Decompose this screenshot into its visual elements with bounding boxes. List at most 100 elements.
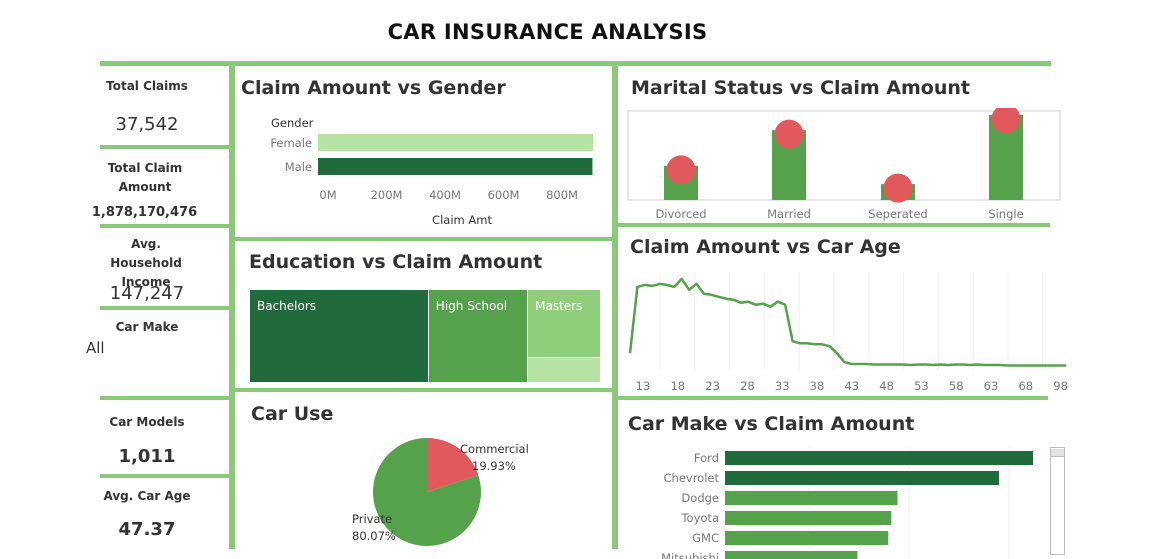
marital-chart-title: Marital Status vs Claim Amount [631, 77, 970, 99]
gender-category-label: Female [270, 136, 312, 150]
kpi-divider-2 [100, 224, 229, 228]
gender-x-tick: 800M [546, 188, 578, 202]
right-divider-1 [618, 223, 1050, 227]
car-models-value: 1,011 [118, 446, 176, 467]
right-col-left-divider [615, 66, 618, 549]
carage-x-tick: 58 [949, 379, 964, 393]
gender-bar-female [318, 134, 593, 151]
carmake-bar-dodge [725, 491, 898, 505]
pie-slice-commercial [427, 438, 479, 492]
pie-percent-private: 80.07% [352, 529, 396, 543]
pie-label-private: Private [352, 512, 392, 526]
marital-point-divorced [666, 155, 696, 185]
carmake-bar-gmc [725, 531, 889, 545]
carage-x-tick: 53 [914, 379, 929, 393]
carmake-chart: Ford Chevrolet Dodge Toyota GMC Mitsubishi [661, 447, 1033, 559]
carmake-chart-title: Car Make vs Claim Amount [628, 413, 915, 435]
carage-x-tick: 68 [1018, 379, 1033, 393]
avg-car-age-value: 47.37 [118, 519, 176, 540]
carmake-scrollbar-thumb[interactable] [1051, 449, 1064, 457]
education-tile-bachelors [250, 290, 428, 382]
carage-x-tick: 38 [810, 379, 825, 393]
gender-category-label: Male [285, 160, 312, 174]
gender-x-tick: 200M [371, 188, 403, 202]
carmake-category-label: GMC [692, 531, 719, 545]
education-tile-label: High School [435, 299, 508, 313]
pie-percent-commercial: 19.93% [472, 459, 516, 473]
carage-x-tick: 18 [670, 379, 685, 393]
kpi-divider-3 [100, 306, 229, 310]
carage-x-tick: 13 [636, 379, 651, 393]
marital-category-label: Married [767, 207, 811, 221]
dashboard-title: CAR INSURANCE ANALYSIS [387, 20, 708, 44]
marital-point-seperated [883, 173, 913, 203]
kpi-divider-1 [100, 145, 229, 149]
carmake-category-label: Dodge [681, 491, 719, 505]
marital-category-label: Divorced [655, 207, 706, 221]
marital-point-married [774, 119, 804, 149]
education-tile-label: Masters [535, 299, 583, 313]
carmake-category-label: Chevrolet [664, 471, 720, 485]
marital-plot-frame [627, 110, 1061, 201]
mid-col-left-divider [232, 66, 235, 549]
carmake-bar-ford [725, 451, 1033, 465]
total-claim-amount-label: Total Claim Amount [107, 161, 183, 194]
carmake-scrollbar[interactable] [1050, 447, 1065, 555]
carmake-category-label: Ford [694, 451, 719, 465]
marital-chart: Divorced Married Seperated Single [627, 108, 1061, 221]
mid-col-right-divider [612, 66, 615, 549]
carmake-category-label: Mitsubishi [661, 551, 719, 559]
education-chart-title: Education vs Claim Amount [249, 251, 543, 273]
avg-household-income-value: 147,247 [109, 283, 185, 304]
mid-divider-2 [235, 388, 612, 392]
gender-bar-male [318, 158, 593, 175]
avg-household-income-label: Avg. Household Income [110, 237, 182, 289]
pie-slice-private [372, 438, 481, 546]
education-treemap: Bachelors High School Masters [250, 290, 601, 383]
gender-x-tick: 0M [319, 188, 336, 202]
education-tile-label: Bachelors [257, 299, 317, 313]
total-claim-amount-value: 1,878,170,476 [91, 205, 198, 220]
gender-chart-title: Claim Amount vs Gender [241, 77, 506, 99]
marital-category-label: Seperated [868, 207, 927, 221]
education-tile-high-school [428, 290, 528, 382]
carage-x-tick: 98 [1053, 379, 1068, 393]
carage-chart: 13 18 23 28 33 38 43 48 53 58 63 68 98 [628, 272, 1068, 393]
caruse-chart-title: Car Use [251, 403, 334, 425]
carage-x-tick: 63 [984, 379, 999, 393]
carmake-bar-chevrolet [725, 471, 1000, 485]
kpi-col-right-divider [229, 66, 232, 549]
marital-category-label: Single [988, 207, 1023, 221]
education-tile-masters [528, 290, 600, 357]
gender-x-tick: 400M [429, 188, 461, 202]
education-tile-other [528, 357, 600, 382]
top-divider [100, 61, 1051, 66]
car-make-filter-label: Car Make [115, 320, 179, 334]
gender-xlabel: Claim Amt [432, 213, 492, 227]
pie-label-commercial: Commercial [460, 442, 529, 456]
carage-x-tick: 23 [705, 379, 720, 393]
carage-x-tick: 33 [775, 379, 790, 393]
total-claims-label: Total Claims [106, 79, 188, 93]
car-make-filter-value[interactable]: All [86, 339, 105, 357]
carmake-bar-toyota [725, 511, 892, 525]
caruse-chart: Commercial 19.93% Private 80.07% [352, 438, 529, 546]
carage-chart-title: Claim Amount vs Car Age [630, 236, 901, 258]
gender-legend-title: Gender [271, 116, 314, 130]
total-claims-value: 37,542 [115, 114, 179, 135]
carage-series-line [628, 277, 1066, 367]
mid-divider-1 [235, 237, 612, 241]
gender-chart: Gender Female Male 0M 200M 400M 600M 800M Cla… [270, 116, 593, 227]
carage-x-tick: 48 [879, 379, 894, 393]
right-divider-2 [618, 396, 1048, 400]
kpi-divider-4 [100, 396, 229, 400]
carmake-category-label: Toyota [680, 511, 719, 525]
avg-car-age-label: Avg. Car Age [103, 489, 191, 503]
kpi-divider-5 [100, 474, 229, 478]
carmake-bar-mitsubishi [725, 551, 858, 559]
carage-x-tick: 28 [740, 379, 755, 393]
car-models-label: Car Models [109, 415, 185, 429]
gender-x-tick: 600M [488, 188, 520, 202]
carage-x-tick: 43 [844, 379, 859, 393]
marital-point-single [991, 108, 1021, 134]
